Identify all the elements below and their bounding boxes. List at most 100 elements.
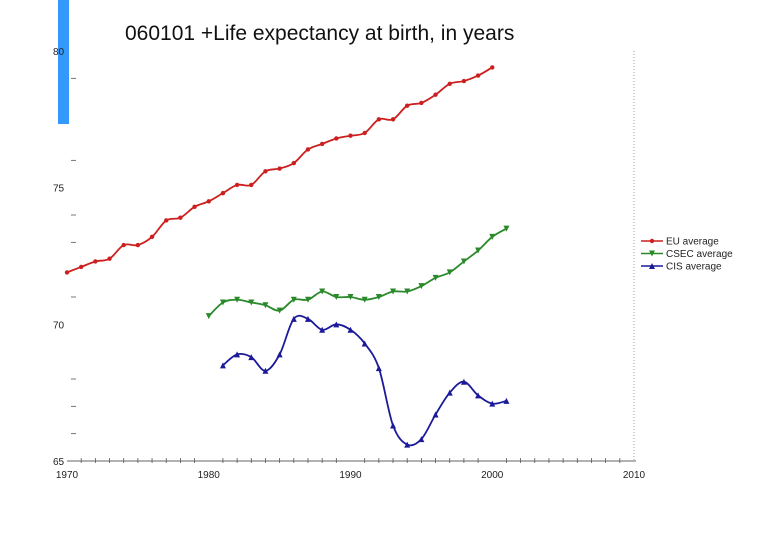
data-point [361,340,368,347]
data-point [375,294,382,300]
data-point [290,315,297,322]
data-point [319,288,326,295]
data-point [418,436,425,443]
data-point [432,274,439,281]
data-point [304,296,311,303]
accent-bar [58,0,69,124]
data-point [347,326,354,333]
data-point [376,117,382,122]
data-point [263,169,268,174]
data-point [446,269,453,276]
data-point [333,321,340,328]
data-point [107,256,112,261]
legend-entry: EU average [641,237,719,248]
data-point [249,182,254,188]
series-cis-average [219,314,510,448]
data-point [149,234,155,240]
x-tick-label: 2000 [481,470,504,481]
data-point [475,247,482,254]
data-point [135,242,141,248]
data-point [334,136,339,141]
data-point [460,258,467,265]
data-point [121,242,126,248]
data-point [262,367,269,374]
legend-entry: CSEC average [641,249,733,260]
data-point [461,78,467,84]
data-point [305,147,311,152]
data-point [206,199,211,204]
data-point [219,299,226,306]
data-point [93,259,98,264]
data-point [333,294,340,300]
chart-title: 060101 +Life expectancy at birth, in yea… [125,22,515,45]
data-point [276,307,283,314]
data-point [404,288,411,295]
y-tick-label: 65 [53,457,65,468]
data-point [319,326,326,333]
data-point [234,182,240,188]
data-point [361,296,368,303]
data-point [64,270,70,275]
data-point [404,441,411,448]
x-tick-label: 1970 [56,470,79,481]
data-point [304,315,311,322]
data-point [419,100,424,106]
data-point [405,103,410,108]
data-point [291,160,296,166]
x-tick-label: 1990 [339,470,362,481]
data-point [446,389,453,396]
data-point [503,397,510,404]
y-tick-label: 75 [53,184,65,195]
data-point [234,351,241,358]
data-point [447,81,452,87]
x-axis: 1970 1980 1990 2000 2010 [56,458,646,481]
data-point [649,250,655,257]
data-point [277,166,282,171]
data-point [220,190,226,196]
data-point [390,422,397,429]
data-point [475,73,481,78]
data-point [319,141,325,147]
data-point [503,225,510,232]
data-point [164,218,169,223]
data-point [234,296,241,303]
data-point [490,65,495,70]
data-point [362,130,367,136]
y-tick-label: 80 [53,47,65,58]
data-point [489,233,496,240]
x-tick-label: 2010 [623,470,646,481]
series-line [208,227,507,317]
data-point [475,392,482,399]
data-point [489,400,496,407]
x-tick-label: 1980 [198,470,221,481]
y-axis: 65 70 75 80 [53,47,76,468]
series-csec-average [205,225,510,320]
data-point [205,313,212,320]
data-point [390,117,396,122]
data-point [262,302,269,309]
data-point [433,92,438,97]
legend-label: CIS average [666,262,722,273]
data-point [375,365,382,372]
data-point [178,215,183,220]
legend-entry: CIS average [641,262,722,273]
data-point [348,133,353,138]
data-point [290,296,297,303]
data-point [432,411,439,418]
data-point [78,264,84,270]
data-point [460,378,467,385]
data-point [347,294,354,300]
data-point [248,354,255,361]
legend-label: CSEC average [666,249,733,260]
data-point [219,362,226,369]
series-eu-average [64,65,495,275]
data-point [649,263,655,269]
data-point [390,288,397,295]
y-tick-label: 70 [53,320,65,331]
data-point [649,238,655,244]
legend-label: EU average [666,237,719,248]
data-point [276,351,283,358]
series-layer [64,65,510,448]
